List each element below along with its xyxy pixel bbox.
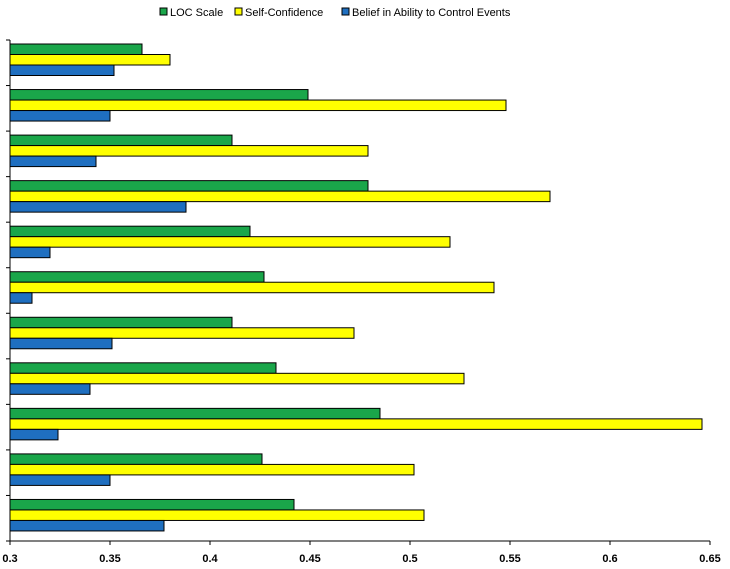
x-tick-label-6: 0.6 [602,553,617,565]
bar-0-5 [9,271,265,283]
bar-1-9 [9,463,415,476]
legend-swatch-1 [234,7,243,16]
bar-1-8 [9,418,703,430]
legend-label-1: Self-Confidence [245,7,323,19]
legend-label-2: Belief in Ability to Control Events [352,7,511,19]
legend-swatch-2 [341,7,350,16]
legend: LOC Scale Self-Confidence Belief in Abilit… [159,7,511,19]
bar-1-3 [9,190,551,203]
axes-group: 0.3 0.35 0.4 0.45 0.5 0.55 0.6 0.65 [2,39,721,565]
bar-2-0 [9,64,115,76]
bar-1-2 [9,145,369,157]
x-tick-label-1: 0.35 [99,553,120,565]
bar-2-1 [9,110,111,122]
bar-2-5 [9,292,33,304]
bar-2-8 [9,428,59,441]
bar-2-4 [9,246,51,259]
legend-label-0: LOC Scale [170,7,223,19]
x-tick-label-5: 0.55 [499,553,520,565]
x-tick-label-3: 0.45 [299,553,320,565]
bar-0-6 [9,316,233,329]
bar-1-1 [9,99,507,112]
bar-1-5 [9,281,495,294]
bar-1-6 [9,327,355,339]
bar-0-4 [9,225,251,238]
bar-0-7 [9,362,277,374]
bar-0-10 [9,498,295,511]
bar-0-2 [9,134,233,147]
x-tick-label-2: 0.4 [202,553,218,565]
bars-group [9,43,703,532]
x-tick-label-4: 0.5 [402,553,417,565]
bar-1-7 [9,372,465,385]
bar-2-10 [9,519,165,532]
x-tick-label-7: 0.65 [699,553,720,565]
bar-2-2 [9,155,97,168]
x-tick-label-0: 0.3 [2,553,17,565]
bar-2-3 [9,201,187,213]
legend-swatch-0 [159,7,168,16]
bar-2-7 [9,383,91,395]
bar-1-4 [9,236,451,248]
bar-1-10 [9,509,425,521]
bar-1-0 [9,54,171,66]
bar-0-9 [9,453,263,465]
bar-0-3 [9,180,369,192]
bar-0-0 [9,43,143,55]
bar-0-8 [9,407,381,420]
bar-2-9 [9,474,111,486]
bar-0-1 [9,89,309,101]
bar-2-6 [9,337,113,350]
